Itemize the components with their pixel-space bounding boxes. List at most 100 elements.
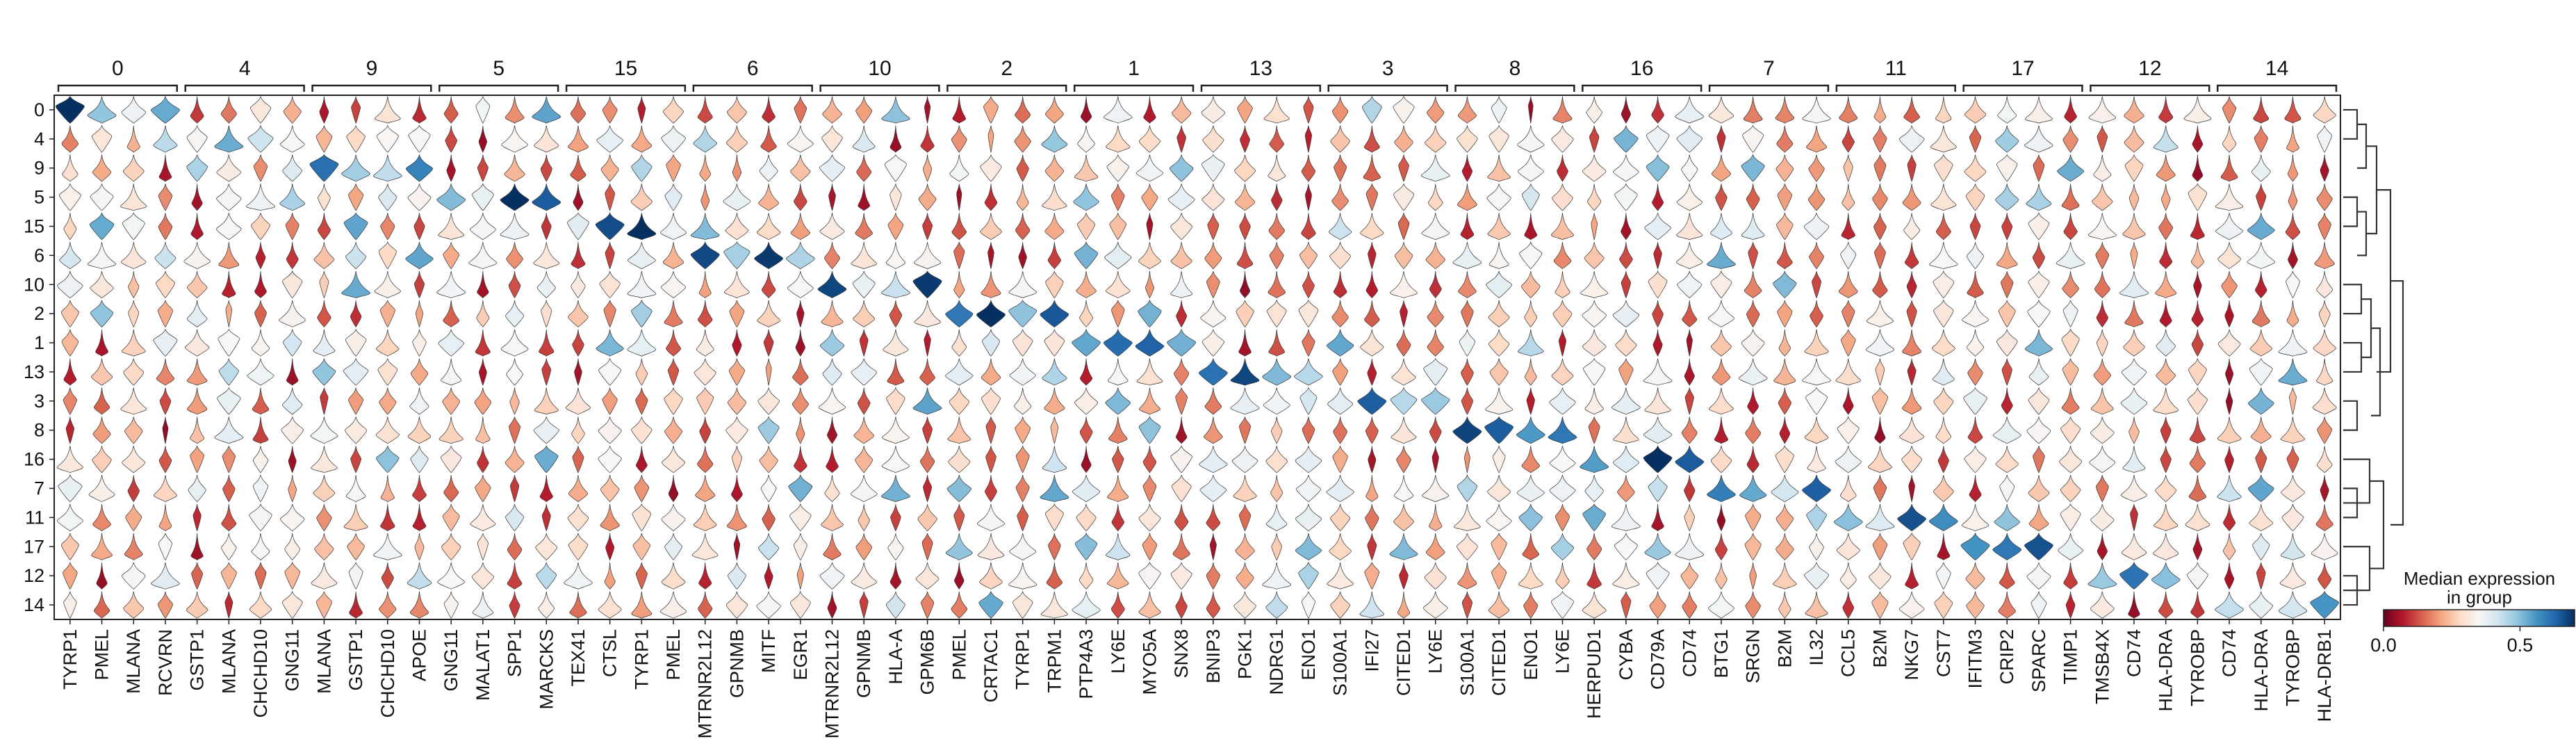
violin	[1676, 124, 1703, 153]
violin	[1174, 504, 1189, 532]
violin	[761, 270, 776, 299]
violin	[1047, 242, 1061, 270]
violin	[309, 154, 339, 182]
violin	[659, 591, 687, 619]
gene-group-label: 16	[1630, 57, 1653, 80]
violin	[1048, 533, 1061, 561]
violin	[1865, 329, 1895, 357]
violin	[153, 328, 178, 357]
violin	[2060, 475, 2081, 503]
violin	[571, 242, 586, 270]
violin	[2187, 387, 2208, 415]
violin	[824, 242, 840, 270]
violin	[699, 154, 712, 182]
violin	[923, 154, 933, 182]
violin	[249, 591, 272, 619]
violin	[1521, 446, 1540, 473]
gene-tick-label: SRGN	[1743, 629, 1764, 683]
violin	[310, 416, 338, 444]
violin	[1841, 184, 1855, 211]
violin	[1805, 387, 1828, 415]
dendrogram-branch	[2343, 196, 2358, 227]
cluster-tick-label: 4	[34, 129, 44, 149]
violin	[1015, 213, 1031, 241]
violin	[1138, 125, 1161, 153]
violin	[475, 96, 491, 124]
violin	[953, 270, 965, 299]
violin	[785, 242, 815, 270]
violin	[2158, 591, 2174, 619]
violin	[1965, 184, 1985, 211]
violin	[2280, 533, 2305, 560]
violin	[56, 504, 83, 532]
violin	[1488, 124, 1509, 153]
violin	[535, 533, 558, 561]
violin	[1521, 184, 1540, 211]
violin	[732, 154, 742, 182]
gene-tick-label: SPP1	[504, 629, 525, 677]
violin	[1778, 329, 1791, 357]
violin	[1773, 358, 1796, 386]
violin	[570, 96, 586, 124]
violin	[1111, 184, 1125, 211]
violin	[1524, 213, 1538, 241]
violin	[1042, 358, 1067, 386]
violin	[2090, 504, 2115, 532]
violin	[415, 300, 424, 328]
violin	[1614, 125, 1639, 153]
violin	[2097, 329, 2108, 357]
violin	[1621, 96, 1631, 124]
violin	[1554, 270, 1570, 299]
gene-group-bracket: 5	[438, 57, 559, 92]
violin	[945, 533, 973, 560]
violin	[1907, 358, 1917, 387]
violin	[889, 184, 902, 211]
violin	[1905, 562, 1919, 590]
violin	[438, 329, 464, 357]
violin	[255, 242, 266, 270]
violin	[1775, 96, 1795, 124]
violin	[2060, 416, 2081, 444]
violin	[764, 562, 773, 590]
violin	[379, 591, 397, 619]
violin	[882, 416, 910, 444]
violin	[1646, 561, 1670, 590]
violin	[1966, 591, 1985, 619]
violin	[1046, 562, 1063, 590]
violin	[981, 329, 1000, 357]
dendrogram-branch	[2343, 341, 2363, 373]
violin	[819, 329, 845, 357]
violin	[1040, 300, 1069, 327]
violin	[1008, 270, 1037, 298]
violin	[1230, 387, 1260, 415]
violin	[279, 184, 306, 211]
violin	[1649, 591, 1666, 619]
violin	[1995, 125, 2019, 153]
violin	[1746, 300, 1760, 328]
violin	[1930, 125, 1957, 153]
violin	[1812, 270, 1821, 299]
violin	[1873, 475, 1887, 503]
violin	[1360, 213, 1384, 241]
violin	[1773, 562, 1797, 590]
violin	[884, 154, 907, 182]
violin	[1365, 504, 1379, 532]
violin	[1176, 125, 1186, 153]
violin	[2028, 270, 2050, 299]
violin	[1138, 561, 1161, 590]
violin	[1331, 184, 1349, 211]
violin	[437, 562, 466, 590]
gene-tick-label: CYBA	[1616, 629, 1636, 681]
violin	[1236, 300, 1254, 327]
violin	[2128, 591, 2140, 619]
violin	[252, 446, 269, 473]
gene-tick-label: ENO1	[1520, 629, 1541, 681]
violin	[1842, 387, 1854, 415]
violin	[604, 562, 616, 590]
violin	[951, 591, 968, 619]
violin	[889, 300, 903, 328]
gene-group-bracket: 17	[1962, 57, 2083, 92]
violin	[1044, 213, 1065, 241]
violin	[1676, 242, 1703, 270]
violin	[1992, 416, 2021, 444]
